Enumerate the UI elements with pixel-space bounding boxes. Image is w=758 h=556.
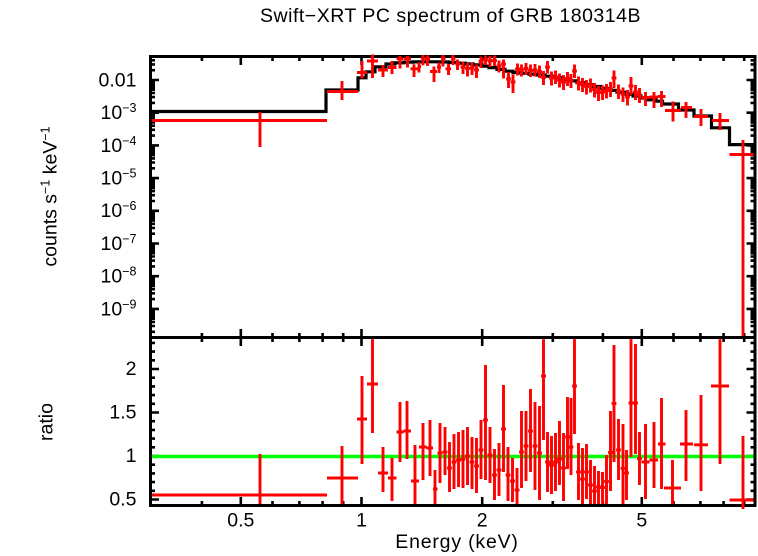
svg-text:1: 1 — [356, 510, 367, 532]
svg-text:Energy (keV): Energy (keV) — [395, 531, 518, 553]
svg-text:2: 2 — [477, 510, 488, 532]
svg-text:Swift−XRT PC spectrum of GRB 1: Swift−XRT PC spectrum of GRB 180314B — [260, 5, 641, 27]
svg-text:0.5: 0.5 — [227, 510, 254, 532]
svg-text:2: 2 — [126, 358, 137, 380]
svg-text:counts s−1 keV−1: counts s−1 keV−1 — [39, 126, 62, 266]
svg-text:0.5: 0.5 — [109, 489, 136, 511]
svg-text:1: 1 — [126, 445, 137, 467]
svg-text:5: 5 — [636, 510, 647, 532]
svg-text:ratio: ratio — [36, 403, 58, 441]
svg-text:0.01: 0.01 — [99, 69, 137, 91]
svg-text:1.5: 1.5 — [109, 402, 136, 424]
